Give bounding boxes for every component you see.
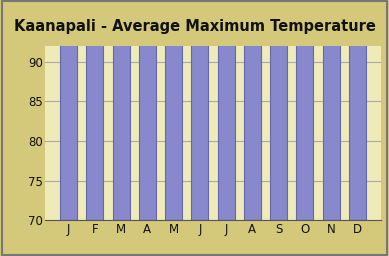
Bar (270, 0, 287, 220)
Bar (139, 0, 156, 220)
Text: Kaanapali - Average Maximum Temperature: Kaanapali - Average Maximum Temperature (14, 19, 375, 34)
Bar (191, 0, 209, 220)
Bar (165, 0, 182, 220)
Bar (86, 0, 103, 220)
Bar (217, 0, 235, 220)
Bar (296, 0, 314, 220)
Bar (349, 0, 366, 220)
Bar (60, 0, 77, 220)
Bar (112, 0, 130, 220)
Bar (244, 0, 261, 220)
Bar (322, 0, 340, 220)
